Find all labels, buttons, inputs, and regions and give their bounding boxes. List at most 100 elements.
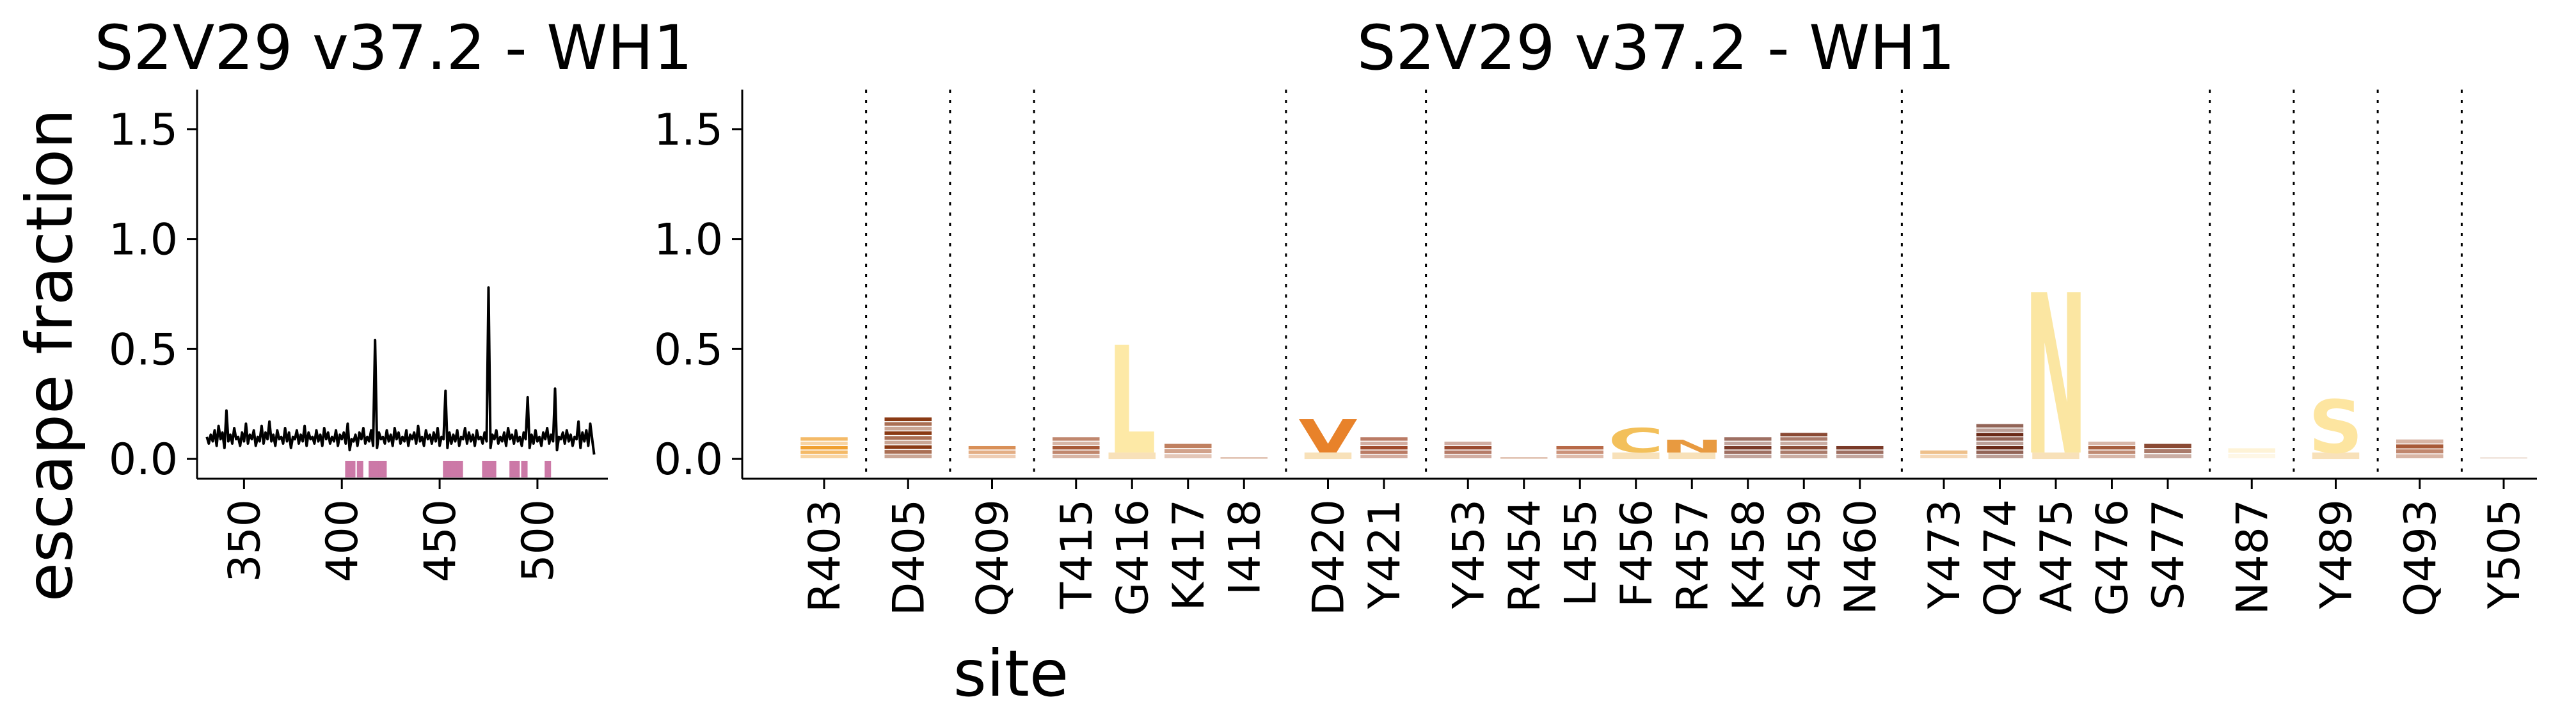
- logo-stack-band: [2396, 454, 2444, 459]
- site-label: Y473: [1920, 499, 1970, 609]
- logo-stack-band: [1976, 450, 2024, 454]
- logo-stack-band: [800, 445, 848, 450]
- logo-stack-band: [2396, 439, 2444, 444]
- site-label: S459: [1779, 499, 1830, 610]
- logo-stack-band: [1360, 454, 1408, 459]
- logo-stack-band: [1165, 449, 1212, 454]
- logo-stack-band: [1836, 454, 1884, 459]
- site-label: D420: [1304, 499, 1355, 616]
- logo-stack-band: [1360, 450, 1408, 454]
- logo-stack-band: [2480, 458, 2527, 459]
- logo-stack-band: [884, 436, 932, 440]
- left-panel: S2V29 v37.2 - WH1 escape fraction 0.0 0.5…: [12, 12, 692, 602]
- logo-stack-band: [1724, 445, 1772, 450]
- logo-stack-band: [1976, 424, 2024, 428]
- highlighted-site-marker: [456, 461, 463, 477]
- site-label: R454: [1500, 499, 1550, 612]
- left-x-tick-label: 350: [219, 499, 270, 582]
- logo-stack-band: [1920, 454, 1968, 459]
- logo-stack-band: [1500, 458, 1548, 459]
- logo-stack-band: [1444, 450, 1491, 454]
- logo-stack-band: [1556, 454, 1603, 459]
- left-x-tick-label: 500: [513, 499, 564, 582]
- logo-stack-base: [1612, 452, 1660, 460]
- logo-stack-band: [2396, 444, 2444, 449]
- site-label: N460: [1836, 499, 1886, 615]
- logo-stack-band: [800, 437, 848, 441]
- logo-stack-band: [884, 422, 932, 426]
- logo-stack-band: [2144, 454, 2191, 459]
- left-y-tick-label: 0.5: [109, 324, 178, 375]
- logo-stack-band: [2396, 449, 2444, 454]
- logo-stack-band: [1780, 437, 1827, 441]
- logo-stack-band: [1724, 450, 1772, 454]
- logo-stack-band: [968, 445, 1016, 450]
- logo-stack-band: [1556, 445, 1603, 450]
- logo-stack-band: [1165, 444, 1212, 449]
- right-y-tick-label: 0.0: [654, 435, 723, 485]
- highlighted-site-marker: [345, 461, 352, 477]
- logo-stack-band: [1976, 454, 2024, 459]
- logo-stack-band: [1360, 437, 1408, 441]
- site-label: F456: [1612, 499, 1662, 607]
- logo-letter: V: [1299, 411, 1358, 464]
- left-x-tick-label: 450: [415, 499, 466, 582]
- logo-stack-band: [1053, 437, 1100, 441]
- escape-fraction-line: [205, 286, 596, 455]
- x-axis-label: site: [953, 636, 1069, 711]
- logo-stack-band: [1780, 433, 1827, 436]
- site-label: N487: [2227, 499, 2278, 615]
- logo-stack-band: [2228, 448, 2275, 453]
- left-axes: 0.0 0.5 1.0 1.5 350 400 450 500: [109, 90, 608, 582]
- highlighted-site-marker: [545, 461, 552, 477]
- logo-stack-band: [1780, 450, 1827, 454]
- right-axes: 0.0 0.5 1.0 1.5 R403 D405 Q409 T415 G416 K417 I418…: [654, 90, 2537, 616]
- logo-stack-band: [884, 431, 932, 435]
- right-y-tick-label: 1.0: [654, 215, 723, 266]
- logo-stack-band: [1780, 454, 1827, 459]
- logo-stack-band: [884, 426, 932, 431]
- site-label: Y505: [2479, 499, 2530, 609]
- left-y-tick-label: 1.0: [109, 215, 178, 266]
- highlighted-site-marker: [380, 461, 387, 477]
- site-label: Y489: [2312, 499, 2362, 609]
- logo-stack-band: [1220, 458, 1268, 459]
- logo-stack-band: [968, 450, 1016, 454]
- logo-stack-band: [1836, 445, 1884, 450]
- logo-stack-band: [1724, 437, 1772, 441]
- logo-stack-band: [2088, 450, 2136, 454]
- logo-stack-band: [1053, 442, 1100, 445]
- logo-stack-band: [1976, 433, 2024, 436]
- highlighted-site-marker: [509, 461, 516, 477]
- logo-stack-band: [1444, 454, 1491, 459]
- logo-stack-band: [2144, 449, 2191, 454]
- logo-stack-band: [1920, 450, 1968, 454]
- site-label: K458: [1724, 499, 1774, 611]
- logo-stack-band: [1500, 457, 1548, 458]
- site-label: R403: [800, 499, 850, 612]
- logo-stack-band: [2088, 445, 2136, 450]
- logo-stack-band: [2144, 444, 2191, 449]
- logo-letter: N: [1660, 436, 1724, 457]
- logo-stack-band: [968, 454, 1016, 459]
- logo-stack-band: [800, 442, 848, 445]
- logo-stack-band: [1360, 442, 1408, 445]
- site-label: G476: [2088, 499, 2138, 616]
- logo-stack-band: [1976, 428, 2024, 432]
- logo-stack-band: [884, 445, 932, 449]
- logo-letter: C: [1608, 422, 1664, 461]
- logo-stack-band: [2088, 454, 2136, 459]
- left-chart-title: S2V29 v37.2 - WH1: [95, 12, 693, 84]
- logo-stack-band: [884, 450, 932, 454]
- left-y-tick-label: 1.5: [109, 105, 178, 156]
- logo-stack-band: [1165, 454, 1212, 459]
- logo-stack-band: [1444, 445, 1491, 450]
- logo-stack-band: [1556, 450, 1603, 454]
- right-marks: L V CN N S: [800, 248, 2527, 505]
- logo-stack-base: [2032, 452, 2079, 460]
- logo-stack-band: [1780, 442, 1827, 445]
- highlighted-site-marker: [513, 461, 520, 477]
- logo-letter: S: [2309, 386, 2363, 470]
- logo-stack-band: [800, 454, 848, 459]
